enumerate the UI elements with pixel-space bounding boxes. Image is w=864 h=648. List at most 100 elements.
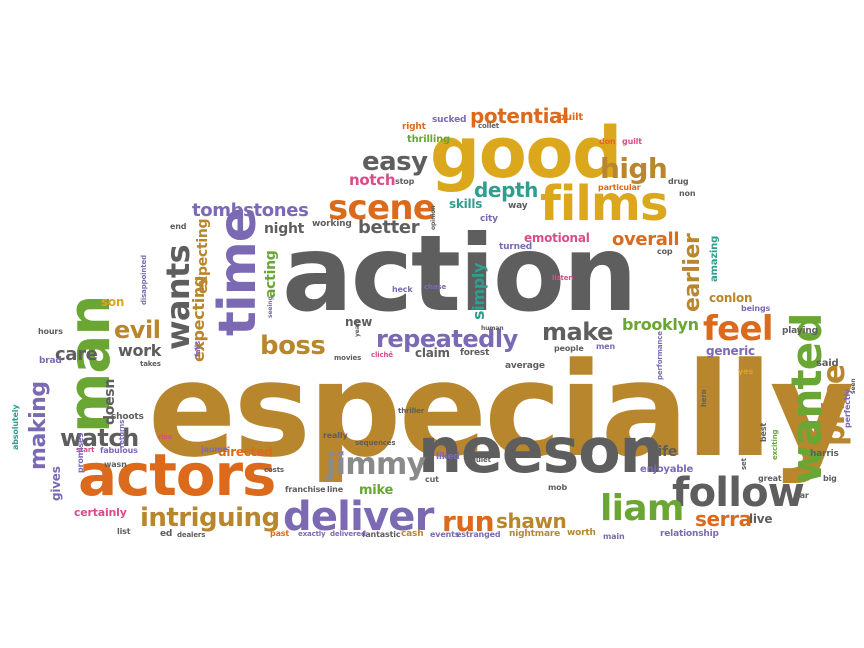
word-really: really [323, 431, 348, 440]
word-forest: forest [460, 348, 490, 358]
word-overall: overall [612, 229, 680, 250]
word-thrilling: thrilling [407, 134, 451, 145]
word-high: high [600, 152, 668, 185]
word-gives: gives [49, 466, 63, 501]
word-making: making [26, 381, 51, 470]
word-dealers: dealers [177, 531, 206, 539]
word-beings: beings [741, 304, 771, 313]
word-takes: takes [140, 360, 161, 368]
word-performance: performance [656, 331, 664, 380]
word-right: right [402, 122, 426, 132]
word-past: past [270, 529, 290, 538]
word-listen: listen [552, 274, 574, 282]
word-run: run [442, 505, 495, 538]
word-playing: playing [782, 326, 818, 336]
word-brad: brad [39, 356, 62, 366]
word-boss: boss [260, 331, 326, 361]
word-make: make [542, 318, 613, 346]
word-particular: particular [598, 183, 641, 192]
word-feel: feel [703, 309, 774, 349]
word-better: better [358, 217, 420, 238]
word-built: built [558, 112, 583, 123]
word-drug: drug [668, 177, 689, 186]
word-tombstones: tombstones [192, 200, 309, 221]
word-jimmy: jimmy [326, 447, 426, 482]
word-cut: cut [425, 475, 439, 484]
word-way: way [508, 201, 528, 211]
word-hours: hours [38, 327, 63, 336]
word-rise: rise [158, 433, 173, 441]
word-sequences: sequences [355, 439, 396, 447]
word-generic: generic [706, 344, 755, 358]
word-heck: heck [392, 285, 413, 294]
word-seeing: seeing [267, 296, 274, 318]
word-depth: depth [474, 178, 538, 202]
word-disappointed: disappointed [140, 255, 148, 305]
word-don: don [599, 137, 616, 146]
word-turned: turned [499, 242, 533, 252]
word-work: work [118, 341, 162, 360]
word-action: action [282, 213, 638, 335]
word-notch: notch [349, 171, 396, 189]
word-average: average [505, 361, 545, 371]
word-fabulous: fabulous [100, 446, 138, 455]
word-potential: potential [470, 104, 569, 128]
word-earlier: earlier [680, 233, 705, 312]
word-shoots: shoots [111, 412, 144, 422]
word-non: non [679, 189, 696, 198]
word-franchise: franchise [285, 485, 326, 494]
word-human: human [481, 325, 504, 332]
word-nightmare: nightmare [509, 529, 561, 539]
word-actors: actors [78, 441, 276, 509]
word-harris: harris [810, 449, 839, 459]
word-cash: cash [401, 529, 424, 539]
word-fantastic: fantastic [362, 530, 401, 539]
word-evil: evil [114, 316, 161, 344]
word-son: son [101, 295, 125, 309]
word-neeson: neeson [418, 414, 664, 487]
word-certainly: certainly [74, 506, 127, 519]
word-years: years [354, 319, 361, 337]
word-events: events [430, 530, 460, 539]
word-promises: promises [76, 433, 85, 473]
word-list: list [117, 527, 131, 536]
word-falls: falls [194, 340, 202, 357]
word-easy: easy [362, 147, 428, 177]
word-good: good [430, 112, 622, 194]
word-cliche: clichê [371, 351, 393, 359]
word-conlon: conlon [709, 291, 753, 305]
word-hero: hero [700, 389, 708, 407]
word-especially: especially [148, 334, 855, 486]
word-working: working [312, 219, 352, 229]
word-car: car [795, 491, 809, 500]
word-big: big [823, 474, 837, 483]
word-men: men [596, 342, 615, 351]
word-seen: seen [850, 378, 857, 394]
word-liam: liam [600, 488, 684, 529]
word-line: line [327, 485, 343, 494]
word-opinion: opinion [430, 205, 437, 230]
word-people: people [554, 344, 584, 353]
word-enjoyable: enjoyable [640, 464, 694, 475]
word-follow: follow [672, 470, 805, 516]
word-scene: scene [328, 188, 436, 228]
word-relationship: relationship [660, 529, 719, 539]
word-great: great [758, 474, 782, 483]
word-repeatedly: repeatedly [376, 325, 518, 353]
word-guilt: guilt [622, 137, 642, 146]
word-amazing: amazing [709, 235, 720, 282]
word-directed: directed [218, 445, 273, 459]
word-emotional: emotional [524, 231, 590, 245]
word-films: films [540, 176, 669, 232]
word-liked: liked [436, 452, 460, 462]
word-skills: skills [449, 197, 483, 211]
word-claim: claim [415, 346, 450, 360]
word-costs: costs [264, 466, 284, 474]
word-intriguing: intriguing [140, 503, 280, 533]
word-start: start [76, 446, 95, 454]
word-mike: mike [359, 483, 394, 498]
word-end: end [170, 222, 187, 231]
word-night: night [264, 221, 305, 237]
word-serra: serra [695, 507, 752, 531]
